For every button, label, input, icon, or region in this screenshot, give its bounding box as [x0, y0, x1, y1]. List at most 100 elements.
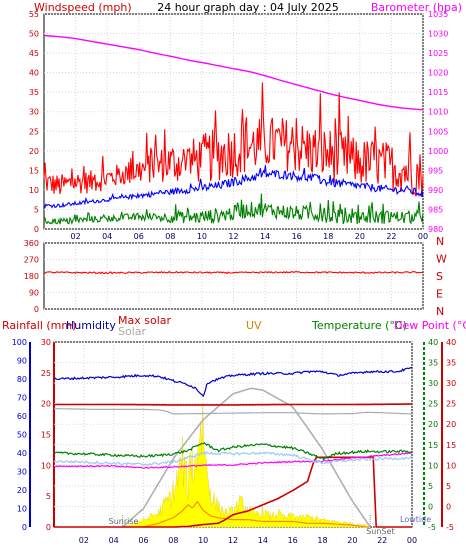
sunset-annotation: SunSet: [366, 527, 394, 536]
wind-panel: Windspeed (mph) 24 hour graph day : 04 J…: [29, 1, 462, 241]
lowtide-annotation: Lowtide: [400, 515, 431, 524]
windspeed-tick-label: 5: [34, 205, 39, 214]
sunrise-annotation: Sunrise: [109, 517, 139, 526]
barometer-tick-label: 1035: [428, 10, 448, 19]
humidity-tick-label: 40: [17, 449, 27, 458]
max-solar-label: Max solar: [118, 314, 171, 327]
direction-tick-label: 180: [24, 272, 39, 281]
climate-axis-ticks: -5 -5 0 0 5 5 10 10 15 15 20 20 25 25 30 30 35 35 40 40 0 10 2…: [12, 338, 456, 532]
solar-label: Solar: [118, 325, 147, 338]
temperature-tick-label: 15: [428, 441, 438, 450]
wind-time-tick-label: 04: [102, 232, 112, 241]
climate-time-tick-label: 20: [347, 536, 357, 545]
windspeed-tick-label: 15: [29, 166, 39, 175]
wind-time-tick-label: 12: [228, 232, 238, 241]
average-line: [43, 165, 424, 209]
temperature-tick-label: 25: [428, 400, 438, 409]
direction-ticks: 0 90 180 270 360: [24, 239, 39, 314]
max-solar-line-line: [54, 403, 412, 406]
dewpoint-tick-label: 15: [446, 441, 456, 450]
windspeed-tick-label: 50: [29, 30, 39, 39]
dewpoint-tick-label: -5: [446, 523, 454, 532]
windspeed-ticks: 0 5 10 15 20 25 30 35 40 45 50 55: [29, 10, 39, 234]
compass-label: N: [436, 235, 444, 248]
rainfall-tick-label: 20: [41, 400, 51, 409]
barometer-tick-label: 995: [428, 166, 443, 175]
climate-series: [53, 367, 413, 528]
compass-label: E: [436, 288, 443, 301]
temperature-tick-label: 30: [428, 379, 438, 388]
windspeed-tick-label: 25: [29, 127, 39, 136]
climate-time-tick-label: 12: [228, 536, 238, 545]
compass-label: N: [436, 305, 444, 318]
windspeed-tick-label: 0: [34, 225, 39, 234]
wind-time-tick-label: 14: [260, 232, 270, 241]
humidity-tick-label: 90: [17, 357, 27, 366]
wind-series: [43, 34, 424, 226]
barometer-axis-label: Barometer (hpa): [371, 1, 462, 14]
humidity-tick-label: 0: [22, 523, 27, 532]
climate-time-tick-label: 06: [138, 536, 148, 545]
direction-grid: [44, 242, 424, 310]
wind-time-tick-label: 02: [70, 232, 80, 241]
dewpoint-tick-label: 35: [446, 359, 456, 368]
barometer-tick-label: 990: [428, 186, 443, 195]
humidity-tick-label: 10: [17, 505, 27, 514]
climate-time-tick-label: 16: [288, 536, 298, 545]
temperature-line: [53, 442, 413, 461]
humidity-tick-label: 60: [17, 412, 27, 421]
humidity-axis-label: Humidity: [66, 319, 116, 332]
wind-time-tick-label: 20: [355, 232, 365, 241]
wind-time-tick-label: 08: [165, 232, 175, 241]
barometer-ticks: 980 985 990 995 1000 1005 1010 1015 1020 1025 1030…: [428, 10, 448, 234]
rainfall-axis-label: Rainfall (mm): [2, 319, 76, 332]
barometer-tick-label: 1025: [428, 49, 448, 58]
windspeed-tick-label: 30: [29, 108, 39, 117]
rainfall-tick-label: 10: [41, 461, 51, 470]
barometer-tick-label: 1015: [428, 88, 448, 97]
compass-label: S: [436, 270, 443, 283]
temperature-axis-label: Temperature (°C): [311, 319, 407, 332]
climate-time-tick-label: 04: [109, 536, 119, 545]
dewpoint-tick-label: 0: [446, 502, 451, 511]
dewpoint-tick-label: 30: [446, 379, 456, 388]
rainfall-tick-label: 5: [46, 492, 51, 501]
temperature-tick-label: -5: [428, 523, 436, 532]
climate-panel: Rainfall (mm) Humidity Max solar Solar U…: [2, 314, 466, 545]
dewpoint-tick-label: 10: [446, 461, 456, 470]
wind-time-tick-label: 06: [134, 232, 144, 241]
wind-time-tick-label: 18: [323, 232, 333, 241]
humidity-line: [53, 367, 412, 398]
windspeed-tick-label: 55: [29, 10, 39, 19]
uv-label: UV: [246, 319, 262, 332]
windspeed-axis-label: Windspeed (mph): [34, 1, 132, 14]
wind-time-tick-label: 16: [292, 232, 302, 241]
wind-direction-line: [43, 270, 424, 275]
uv-line: [143, 500, 368, 528]
direction-tick-label: 0: [34, 305, 39, 314]
gust-line: [43, 82, 424, 198]
windspeed-tick-label: 35: [29, 88, 39, 97]
rainfall-tick-label: 25: [41, 369, 51, 378]
dewpoint-axis-label: Dew Point (°C): [394, 319, 466, 332]
barometer-tick-label: 980: [428, 225, 443, 234]
wind-time-tick-label: 10: [197, 232, 207, 241]
climate-time-tick-label: 14: [258, 536, 268, 545]
chart-title: 24 hour graph day : 04 July 2025: [157, 1, 339, 14]
rainfall-tick-label: 15: [41, 431, 51, 440]
barometer-line: [43, 34, 424, 111]
wind-time-tick-label: 00: [418, 232, 428, 241]
barometer-tick-label: 1010: [428, 108, 448, 117]
climate-time-tick-label: 00: [407, 536, 417, 545]
windspeed-tick-label: 10: [29, 186, 39, 195]
temperature-tick-label: 10: [428, 461, 438, 470]
wind-time-tick-label: 22: [386, 232, 396, 241]
barometer-tick-label: 1030: [428, 30, 448, 39]
temperature-tick-label: 40: [428, 338, 438, 347]
climate-time-ticks: 02 04 06 08 10 12 14 16 18 20 22 00: [79, 536, 417, 545]
climate-time-tick-label: 02: [79, 536, 89, 545]
humidity-tick-label: 20: [17, 486, 27, 495]
